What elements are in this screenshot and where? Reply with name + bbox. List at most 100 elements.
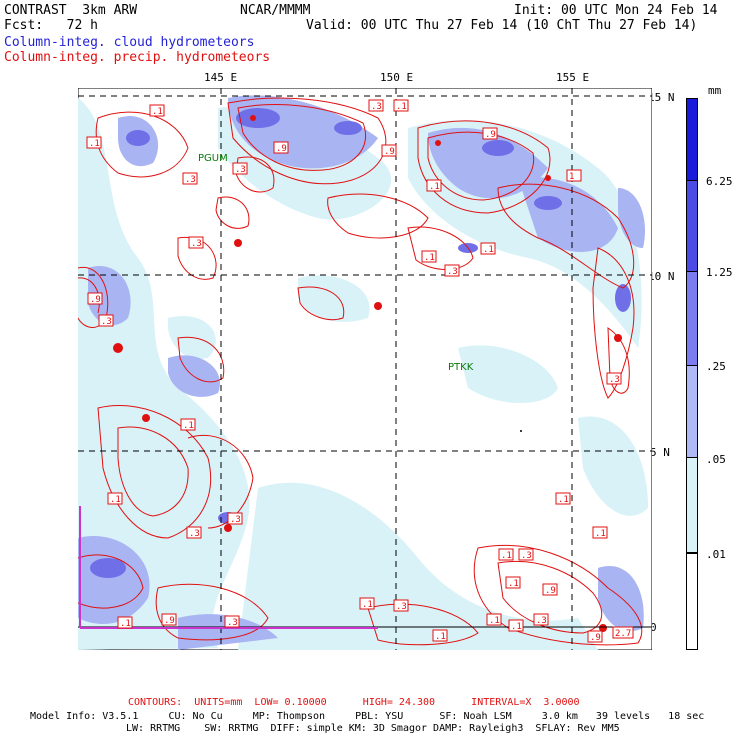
contour-label: .9	[587, 630, 603, 643]
contour-label: .3	[186, 526, 202, 539]
contour-label: .1	[86, 136, 102, 149]
contour-label: .1	[480, 242, 496, 255]
colorbar-segment-2	[686, 181, 698, 272]
contour-label: .3	[98, 314, 114, 327]
colorbar-segment-3	[686, 272, 698, 366]
contour-label: .3	[368, 99, 384, 112]
station-labels: PGUM PTKK	[198, 153, 474, 373]
cloud-fill-mid	[78, 95, 646, 650]
contour-label: .1	[359, 597, 375, 610]
svg-text:.3: .3	[230, 515, 241, 525]
colorbar-tick-0-01: .01	[706, 548, 726, 561]
svg-text:.1: .1	[110, 495, 121, 505]
svg-text:.1: .1	[489, 616, 500, 626]
colorbar-segment-1	[686, 98, 698, 181]
svg-text:.3: .3	[371, 102, 382, 112]
contour-label: .3	[224, 615, 240, 628]
contour-label: .3	[182, 172, 198, 185]
contour-label: .1	[432, 629, 448, 642]
station-dot	[520, 430, 522, 432]
contour-label: .3	[227, 512, 243, 525]
valid-time: Valid: 00 UTC Thu 27 Feb 14 (10 ChT Thu …	[306, 18, 698, 33]
contour-label: .9	[381, 144, 397, 157]
svg-text:.3: .3	[447, 267, 458, 277]
model-info-line2: LW: RRTMG SW: RRTMG DIFF: simple KM: 3D …	[126, 723, 620, 734]
contour-label: .9	[161, 613, 177, 626]
svg-text:.1: .1	[508, 579, 519, 589]
svg-text:.9: .9	[276, 144, 287, 154]
contour-label: .1	[592, 526, 608, 539]
contour-label: .9	[542, 583, 558, 596]
contour-label: .9	[87, 292, 103, 305]
model-name: CONTRAST 3km ARW	[4, 3, 138, 18]
colorbar-segment-4	[686, 366, 698, 458]
contour-label: 1	[566, 169, 582, 182]
svg-text:.3: .3	[396, 602, 407, 612]
precip-cells	[113, 115, 622, 632]
colorbar-tick-1-25: 1.25	[706, 266, 733, 279]
contour-label: .1	[498, 548, 514, 561]
contour-label-boxes: .1 .1 .3 .3 .9 .3 .3 .1 .9 .9 .1 1 .1 .1…	[86, 99, 634, 643]
contour-label: .1	[393, 99, 409, 112]
svg-text:.9: .9	[485, 130, 496, 140]
colorbar-unit: mm	[708, 84, 722, 97]
contour-label: .3	[232, 162, 248, 175]
colorbar-tick-0-05: .05	[706, 453, 726, 466]
svg-text:.3: .3	[185, 175, 196, 185]
contour-label: .3	[533, 613, 549, 626]
contour-label: .1	[107, 492, 123, 505]
svg-text:.3: .3	[227, 618, 238, 628]
station-pgum: PGUM	[198, 153, 228, 164]
colorbar	[686, 98, 698, 650]
svg-text:.1: .1	[362, 600, 373, 610]
contour-label: .3	[518, 548, 534, 561]
svg-text:.1: .1	[120, 619, 131, 629]
svg-text:.1: .1	[558, 495, 569, 505]
precip-contours	[78, 97, 643, 646]
contour-label: .1	[421, 250, 437, 263]
contour-label: .1	[555, 492, 571, 505]
contour-label: .3	[393, 599, 409, 612]
contour-label: .1	[180, 418, 196, 431]
institution: NCAR/MMMM	[240, 3, 311, 18]
colorbar-segment-5	[686, 458, 698, 553]
colorbar-segment-6	[686, 553, 698, 650]
field-precip-label: Column-integ. precip. hydrometeors	[4, 50, 271, 65]
contour-label: .3	[444, 264, 460, 277]
svg-text:.3: .3	[191, 239, 202, 249]
contour-label: .1	[505, 576, 521, 589]
contour-label: .1	[149, 104, 165, 117]
field-cloud-label: Column-integ. cloud hydrometeors	[4, 35, 255, 50]
svg-text:.9: .9	[545, 586, 556, 596]
colorbar-tick-0-25: .25	[706, 360, 726, 373]
svg-text:.3: .3	[235, 165, 246, 175]
svg-text:.1: .1	[89, 139, 100, 149]
contour-label: .3	[606, 372, 622, 385]
svg-text:2.7: 2.7	[615, 629, 631, 639]
svg-text:.1: .1	[183, 421, 194, 431]
svg-text:.1: .1	[152, 107, 163, 117]
svg-text:.1: .1	[511, 622, 522, 632]
contour-label: 2.7	[612, 626, 634, 639]
lat-label-5n: 5 N	[650, 446, 670, 459]
forecast-hour: Fcst: 72 h	[4, 18, 98, 33]
svg-text:.1: .1	[501, 551, 512, 561]
lat-label-0: 0	[650, 621, 657, 634]
forecast-map: .1 .1 .3 .3 .9 .3 .3 .1 .9 .9 .1 1 .1 .1…	[78, 88, 652, 650]
lon-label-150: 150 E	[380, 71, 414, 84]
svg-text:.1: .1	[595, 529, 606, 539]
svg-text:.3: .3	[521, 551, 532, 561]
lon-label-155: 155 E	[556, 71, 590, 84]
svg-text:.1: .1	[435, 632, 446, 642]
lon-label-145: 145 E	[204, 71, 238, 84]
svg-text:.3: .3	[609, 375, 620, 385]
svg-text:.1: .1	[396, 102, 407, 112]
contour-label: .1	[426, 179, 442, 192]
contour-info: CONTOURS: UNITS=mm LOW= 0.10000 HIGH= 24…	[128, 697, 580, 708]
contour-label: .1	[117, 616, 133, 629]
svg-text:.9: .9	[384, 147, 395, 157]
svg-text:.9: .9	[90, 295, 101, 305]
svg-text:1: 1	[569, 172, 574, 182]
init-time: Init: 00 UTC Mon 24 Feb 14	[514, 3, 718, 18]
svg-text:.3: .3	[189, 529, 200, 539]
